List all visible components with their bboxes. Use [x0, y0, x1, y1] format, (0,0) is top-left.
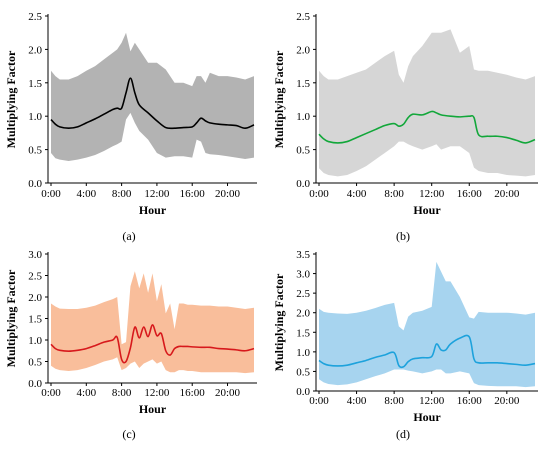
- y-axis-title: Multiplying Factor: [4, 50, 18, 148]
- range-band: [319, 29, 535, 177]
- y-tick-label: 1.5: [296, 327, 310, 339]
- x-tick-label: 16:00: [180, 387, 206, 399]
- chart-panel-3: 0.0 0.5 1.0 1.5 2.0 2.5 3.0 0:00 4:00 8:00 12:00 16…: [4, 249, 257, 441]
- y-tick-label: 3.0: [28, 249, 42, 261]
- x-tick-label: 4:00: [347, 395, 367, 407]
- panel-caption: (c): [122, 427, 135, 441]
- mean-line: [50, 77, 255, 130]
- y-axis-title: Multiplying Factor: [4, 269, 18, 367]
- chart-panel-4: 0.0 0.5 1.0 1.5 2.0 2.5 3.0 3.5 0:00 4:00 8:00 12:0…: [272, 249, 538, 441]
- x-tick-label: 0:00: [309, 395, 329, 407]
- y-tick-label: 2.0: [28, 44, 42, 56]
- x-tick-label: 16:00: [457, 395, 483, 407]
- x-tick-label: 12:00: [419, 188, 445, 200]
- panel-caption: (a): [122, 229, 135, 243]
- y-tick-label: 2.0: [28, 292, 42, 304]
- mean-line: [318, 334, 536, 369]
- x-axis-title: Hour: [139, 402, 167, 416]
- y-tick-label: 1.0: [28, 335, 42, 347]
- y-tick-label: 0.0: [28, 178, 42, 190]
- mean-line: [50, 324, 255, 364]
- y-tick-label: 0.0: [296, 386, 310, 398]
- range-band: [51, 271, 254, 374]
- x-tick-label: 12:00: [419, 395, 445, 407]
- x-tick-label: 20:00: [494, 188, 520, 200]
- y-tick-label: 1.0: [296, 347, 310, 359]
- y-axis-title: Multiplying Factor: [272, 273, 286, 371]
- x-tick-label: 4:00: [77, 188, 97, 200]
- y-tick-label: 2.5: [28, 11, 42, 23]
- y-tick-label: 2.5: [296, 11, 310, 23]
- x-axis-title: Hour: [139, 203, 167, 217]
- y-axis-title: Multiplying Factor: [272, 50, 286, 148]
- x-tick-label: 20:00: [215, 387, 241, 399]
- y-tick-label: 0.0: [28, 378, 42, 390]
- x-tick-label: 8:00: [112, 188, 132, 200]
- x-tick-label: 12:00: [144, 188, 170, 200]
- x-tick-label: 16:00: [457, 188, 483, 200]
- x-tick-label: 0:00: [41, 387, 61, 399]
- y-tick-label: 2.0: [296, 44, 310, 56]
- y-tick-label: 2.5: [296, 288, 310, 300]
- chart-panel-1: 0.0 0.5 1.0 1.5 2.0 2.5 0:00 4:00 8:00 12:00 16:00…: [4, 11, 257, 243]
- y-tick-label: 1.0: [296, 111, 310, 123]
- x-tick-label: 8:00: [112, 387, 132, 399]
- y-tick-label: 1.5: [296, 78, 310, 90]
- y-tick-label: 1.0: [28, 111, 42, 123]
- y-tick-label: 3.5: [296, 249, 310, 261]
- y-tick-label: 0.5: [296, 366, 310, 378]
- x-axis-title: Hour: [413, 410, 441, 424]
- y-tick-label: 0.5: [28, 145, 42, 157]
- range-band: [51, 32, 254, 161]
- x-axis-title: Hour: [413, 203, 441, 217]
- y-tick-label: 2.0: [296, 308, 310, 320]
- chart-panel-2: 0.0 0.5 1.0 1.5 2.0 2.5 0:00 4:00 8:00 12:00 16:00…: [272, 11, 538, 243]
- range-band: [319, 261, 535, 388]
- y-tick-label: 2.5: [28, 271, 42, 283]
- x-tick-label: 8:00: [384, 188, 404, 200]
- x-tick-label: 8:00: [384, 395, 404, 407]
- mean-line: [318, 110, 536, 144]
- y-tick-label: 0.5: [28, 357, 42, 369]
- y-tick-label: 1.5: [28, 314, 42, 326]
- x-tick-label: 12:00: [144, 387, 170, 399]
- y-tick-label: 0.0: [296, 178, 310, 190]
- x-tick-label: 20:00: [494, 395, 520, 407]
- y-tick-label: 0.5: [296, 145, 310, 157]
- y-tick-label: 1.5: [28, 78, 42, 90]
- x-tick-label: 0:00: [41, 188, 61, 200]
- panel-caption: (b): [396, 229, 410, 243]
- panel-caption: (d): [396, 427, 410, 441]
- x-tick-label: 20:00: [215, 188, 241, 200]
- x-tick-label: 0:00: [309, 188, 329, 200]
- x-tick-label: 4:00: [347, 188, 367, 200]
- y-tick-label: 3.0: [296, 269, 310, 281]
- x-tick-label: 4:00: [77, 387, 97, 399]
- x-tick-label: 16:00: [180, 188, 206, 200]
